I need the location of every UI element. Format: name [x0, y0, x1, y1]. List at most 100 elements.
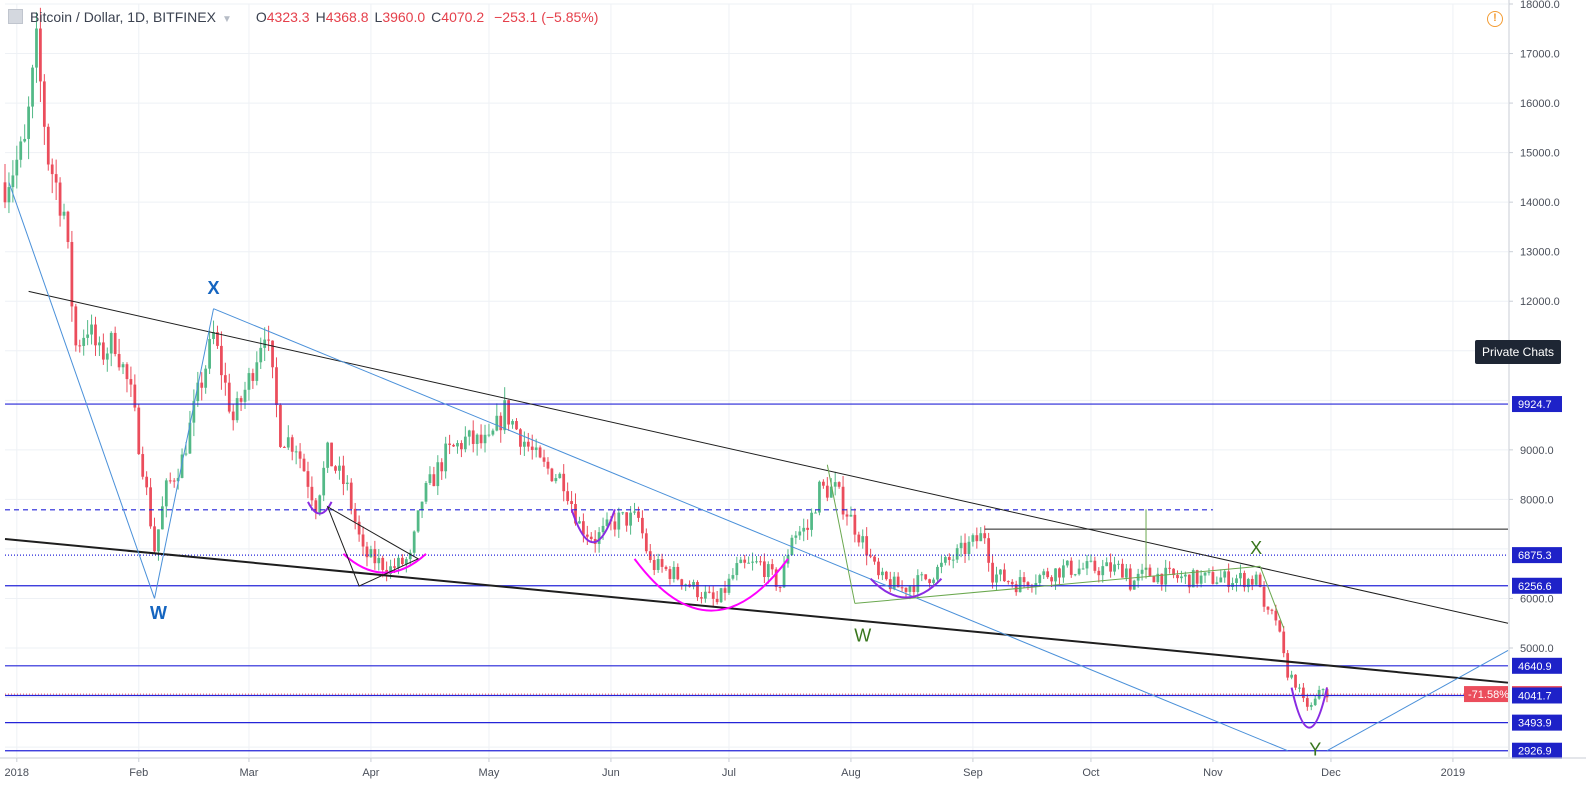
symbol-title[interactable]: Bitcoin / Dollar, 1D, BITFINEX: [30, 9, 216, 25]
pattern-arc: [342, 553, 427, 574]
candle-body: [397, 557, 400, 568]
candle-body: [1203, 572, 1207, 576]
candle-body: [491, 430, 495, 435]
high-label: H: [315, 9, 326, 25]
candle-body: [999, 569, 1002, 575]
candle-body: [920, 574, 924, 576]
trendline: [28, 290, 1509, 624]
candle-body: [1065, 560, 1069, 566]
candle-body: [349, 482, 353, 509]
time-axis-label: May: [479, 767, 500, 779]
candle-body: [1097, 570, 1101, 576]
candle-body: [495, 415, 499, 431]
price-axis-label: 14000.0: [1520, 197, 1560, 209]
candle-body: [164, 480, 168, 507]
candle-body: [1250, 578, 1254, 585]
candle-body: [377, 557, 381, 564]
candle-body: [1062, 565, 1065, 578]
pattern-arc: [307, 501, 333, 515]
candle-body: [42, 81, 46, 127]
price-level-badge-label: 9924.7: [1518, 399, 1552, 411]
price-level-badge-label: 4640.9: [1518, 661, 1552, 673]
candle-body: [444, 443, 448, 472]
candle-body: [220, 345, 223, 376]
candle-body: [1274, 610, 1278, 621]
candle-body: [696, 581, 699, 598]
candle-body: [161, 506, 164, 530]
candle-body: [971, 535, 975, 542]
candle-body: [341, 465, 345, 485]
candle-body: [1191, 570, 1195, 588]
candle-body: [668, 569, 672, 579]
candle-body: [900, 587, 904, 589]
candle-body: [1124, 568, 1128, 578]
candle-body: [947, 557, 951, 560]
candle-body: [487, 434, 491, 436]
candle-body: [365, 546, 369, 558]
candle-body: [255, 362, 259, 381]
candle-body: [412, 531, 416, 553]
candle-body: [192, 401, 196, 423]
price-level-badge: [1512, 742, 1562, 759]
pattern-arc: [1290, 687, 1328, 729]
candle-body: [1298, 687, 1301, 689]
candle-body: [1140, 569, 1144, 574]
candle-body: [644, 533, 648, 552]
candle-body: [483, 434, 487, 444]
candle-body: [794, 535, 798, 538]
candle-body: [361, 534, 365, 547]
candle-body: [1160, 573, 1164, 585]
candle-body: [798, 531, 802, 536]
candle-body: [979, 533, 983, 542]
grid-lines: [5, 3, 1508, 757]
candle-body: [888, 579, 892, 590]
candle-body: [1294, 674, 1297, 688]
candle-body: [833, 482, 837, 487]
wave-label: X: [1250, 538, 1262, 558]
candle-body: [1128, 568, 1132, 590]
candle-body: [672, 566, 676, 579]
candle-body: [31, 67, 34, 107]
candle-body: [1215, 582, 1219, 584]
candle-body: [243, 389, 247, 402]
candle-body: [578, 521, 581, 524]
price-level-badge-label: 6875.3: [1518, 550, 1552, 562]
candle-body: [676, 566, 680, 580]
candle-body: [82, 337, 86, 346]
candle-body: [310, 486, 314, 501]
candle-body: [558, 473, 562, 479]
candle-body: [420, 501, 424, 511]
candle-body: [247, 373, 251, 390]
candle-body: [566, 491, 570, 502]
candle-body: [1243, 572, 1246, 588]
candle-body: [983, 533, 987, 539]
candle-body: [1132, 580, 1136, 590]
candle-body: [353, 508, 357, 522]
chevron-down-icon[interactable]: ▼: [221, 14, 232, 25]
candle-body: [1018, 577, 1022, 593]
price-axis-label: 18000.0: [1520, 0, 1560, 11]
triangle-pattern: [326, 505, 420, 587]
candle-body: [1239, 572, 1242, 579]
candle-body: [1195, 570, 1199, 584]
pattern-arc: [869, 577, 943, 599]
time-axis-label: Jul: [722, 767, 736, 779]
candle-body: [286, 437, 290, 448]
candle-body: [109, 332, 113, 354]
high-value: 4368.8: [325, 9, 369, 25]
candle-body: [861, 536, 865, 543]
price-axis-label: 12000.0: [1520, 296, 1560, 308]
candle-body: [621, 512, 625, 514]
warning-icon[interactable]: !: [1487, 11, 1503, 27]
candle-body: [74, 306, 78, 346]
candle-body: [1309, 705, 1313, 707]
candle-body: [1077, 568, 1081, 575]
symbol-square-icon[interactable]: [8, 9, 23, 24]
candle-body: [50, 164, 54, 175]
time-axis-label: 2018: [5, 767, 29, 779]
private-chats-button[interactable]: Private Chats: [1475, 340, 1561, 364]
candle-body: [507, 400, 511, 425]
candle-body: [932, 579, 935, 584]
wave-label: W: [150, 603, 167, 623]
